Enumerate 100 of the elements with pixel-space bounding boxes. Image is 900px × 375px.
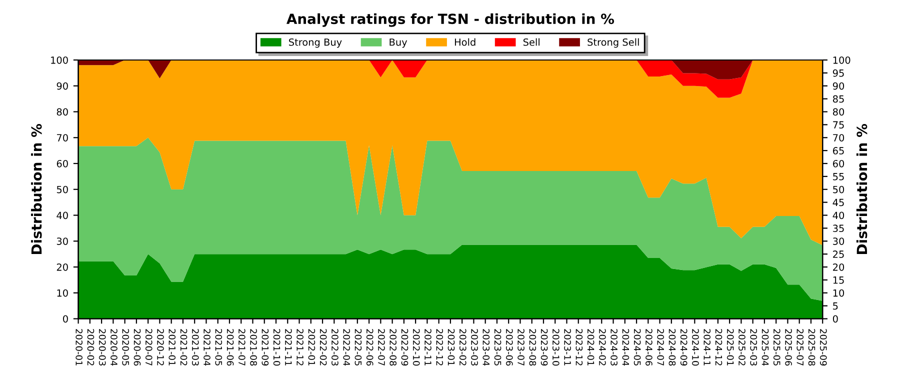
y-tick-label: 20 — [56, 263, 68, 271]
x-tick-label: 2021-05 — [215, 329, 222, 366]
y2-tick-label: 35 — [833, 224, 844, 232]
x-tick-label: 2023-01 — [448, 329, 455, 366]
y2-tick-label: 50 — [833, 186, 844, 194]
x-tick-label: 2023-02 — [459, 329, 466, 366]
x-tick-label: 2024-04 — [622, 329, 630, 366]
y2-tick-label: 5 — [833, 302, 838, 310]
y2-tick-label: 40 — [832, 212, 844, 220]
x-tick-label: 2022-02 — [320, 329, 327, 366]
x-tick-label: 2022-05 — [354, 329, 362, 366]
x-tick-label: 2025-01 — [726, 329, 734, 366]
x-tick-label: 2025-06 — [785, 329, 792, 366]
x-tick-label: 2025-08 — [808, 329, 816, 366]
x-tick-label: 2021-08 — [250, 329, 257, 366]
y2-tick-label: 10 — [833, 289, 844, 297]
x-tick-label: 2023-08 — [529, 329, 536, 366]
y2-tick-label: 60 — [833, 160, 844, 168]
x-tick-label: 2024-06 — [646, 329, 652, 366]
x-tick-label: 2021-10 — [273, 329, 280, 366]
x-tick-label: 2023-04 — [482, 329, 490, 366]
x-tick-label: 2021-03 — [192, 329, 199, 366]
x-tick-label: 2024-01 — [587, 329, 594, 366]
y2-tick-label: 70 — [833, 134, 844, 142]
x-tick-label: 2020-02 — [87, 329, 94, 366]
x-tick-label: 2023-12 — [576, 329, 583, 366]
x-tick-label: 2025-03 — [750, 329, 758, 366]
x-tick-label: 2025-07 — [796, 329, 804, 366]
y2-tick-label: 55 — [833, 173, 844, 180]
y2-tick-label: 30 — [833, 238, 844, 245]
y2-tick-label: 95 — [832, 69, 844, 77]
y-tick-label: 50 — [56, 186, 68, 194]
x-tick-label: 2021-12 — [296, 329, 304, 366]
y-tick-label: 60 — [56, 160, 68, 168]
y2-tick-label: 20 — [833, 263, 844, 271]
x-tick-label: 2022-12 — [436, 329, 444, 366]
x-tick-label: 2021-02 — [180, 329, 188, 366]
x-tick-label: 2022-04 — [343, 329, 350, 366]
y-tick-label: 70 — [57, 134, 68, 142]
x-tick-label: 2021-07 — [238, 329, 246, 366]
y-tick-label: 0 — [63, 315, 68, 323]
x-tick-label: 2020-05 — [122, 329, 130, 366]
x-tick-label: 2021-09 — [262, 329, 269, 366]
x-tick-label: 2022-07 — [378, 329, 385, 366]
x-tick-label: 2024-03 — [610, 329, 618, 366]
legend-label: Strong Sell — [588, 38, 639, 48]
x-tick-label: 2023-11 — [564, 329, 571, 366]
x-tick-label: 2024-10 — [692, 329, 699, 366]
y2-tick-label: 0 — [832, 315, 838, 323]
y2-axis-title: Distribution in % — [856, 124, 868, 254]
x-tick-label: 2020-07 — [145, 329, 152, 366]
y-tick-label: 100 — [51, 56, 68, 64]
x-tick-label: 2023-09 — [540, 329, 548, 366]
y2-tick-label: 85 — [832, 95, 844, 103]
x-tick-label: 2022-01 — [308, 329, 316, 366]
y2-tick-label: 90 — [832, 82, 844, 90]
x-tick-label: 2020-12 — [157, 329, 164, 366]
x-tick-label: 2024-07 — [657, 329, 664, 366]
x-tick-label: 2022-09 — [401, 329, 408, 366]
y-tick-label: 30 — [56, 238, 68, 245]
x-tick-label: 2025-04 — [762, 329, 769, 366]
x-tick-label: 2024-09 — [680, 329, 688, 366]
x-tick-label: 2023-06 — [506, 329, 513, 366]
y-tick-label: 80 — [56, 108, 68, 116]
x-tick-label: 2020-06 — [134, 329, 141, 366]
x-tick-label: 2022-10 — [412, 329, 420, 366]
x-tick-label: 2024-05 — [634, 329, 641, 366]
x-tick-label: 2021-11 — [285, 329, 292, 366]
x-tick-label: 2022-11 — [424, 329, 432, 366]
y2-tick-label: 100 — [833, 56, 850, 64]
x-tick-label: 2025-05 — [773, 329, 780, 366]
x-tick-label: 2020-01 — [76, 329, 83, 366]
x-tick-label: 2022-06 — [366, 329, 374, 366]
x-tick-label: 2025-02 — [738, 329, 746, 366]
x-tick-label: 2021-04 — [204, 329, 210, 366]
x-tick-label: 2023-03 — [471, 329, 478, 366]
x-tick-label: 2020-03 — [98, 329, 106, 366]
legend-label: Hold — [454, 38, 476, 46]
y2-tick-label: 65 — [833, 147, 844, 154]
x-tick-label: 2024-12 — [715, 329, 722, 366]
y2-tick-label: 25 — [833, 250, 844, 258]
x-tick-label: 2021-01 — [168, 329, 176, 366]
x-tick-label: 2024-11 — [704, 329, 711, 366]
y-axis-title: Distribution in % — [31, 124, 42, 254]
x-tick-label: 2020-04 — [110, 329, 118, 366]
y2-tick-label: 45 — [832, 198, 844, 206]
chart-title: Analyst ratings for TSN - distribution in % — [286, 13, 614, 27]
legend-label: Strong Buy — [289, 38, 342, 48]
y-tick-label: 10 — [57, 289, 68, 297]
x-tick-label: 2025-09 — [820, 329, 827, 366]
x-tick-label: 2021-06 — [226, 329, 234, 366]
y2-tick-label: 80 — [832, 108, 844, 116]
x-tick-label: 2022-03 — [332, 329, 338, 366]
legend-label: Sell — [523, 38, 540, 46]
x-tick-label: 2023-05 — [494, 329, 502, 366]
x-tick-label: 2024-02 — [599, 329, 606, 366]
legend-label: Buy — [390, 38, 408, 48]
y-tick-label: 40 — [56, 212, 68, 220]
y2-tick-label: 15 — [833, 276, 844, 284]
x-tick-label: 2024-08 — [668, 329, 676, 366]
